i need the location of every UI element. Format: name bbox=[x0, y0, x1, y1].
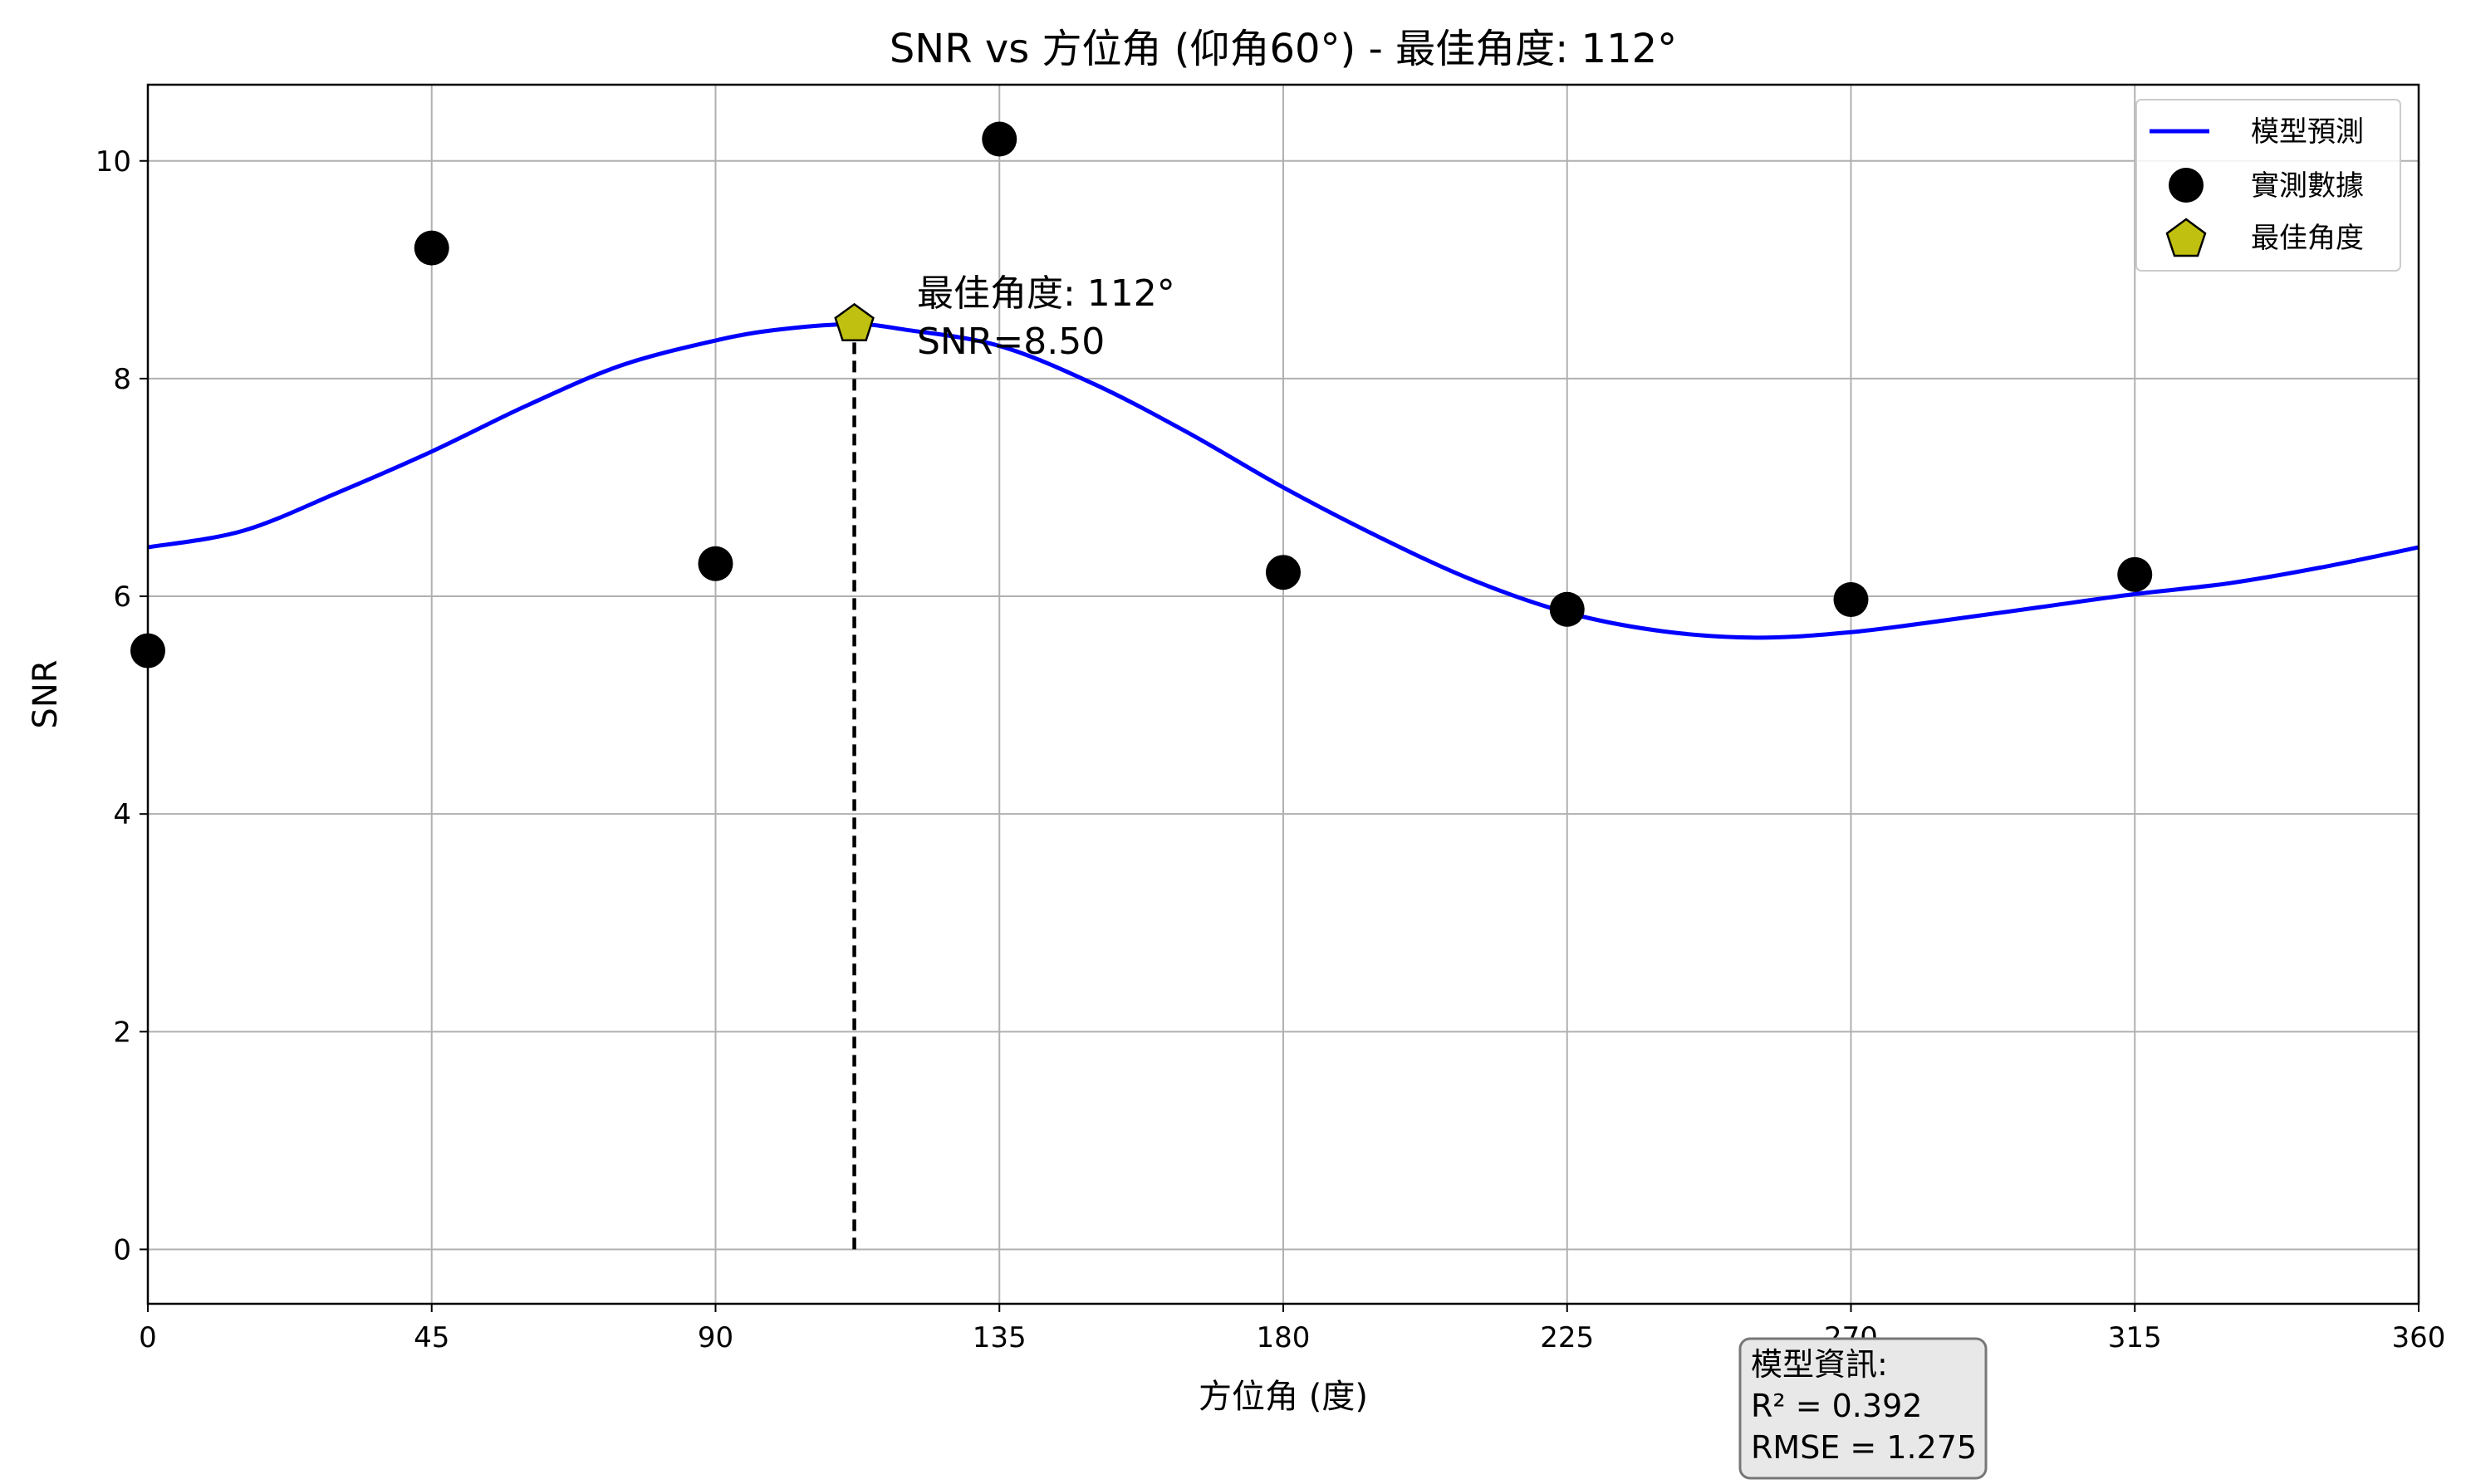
info-box-line2: R² = 0.392 bbox=[1751, 1388, 1922, 1424]
legend-label-best: 最佳角度 bbox=[2251, 222, 2364, 255]
legend-label-model: 模型預測 bbox=[2251, 115, 2364, 149]
measured-point bbox=[414, 230, 449, 266]
info-box-line3: RMSE = 1.275 bbox=[1751, 1429, 1977, 1466]
chart-title: SNR vs 方位角 (仰角60°) - 最佳角度: 112° bbox=[890, 26, 1677, 72]
legend: 模型預測 實測數據 最佳角度 bbox=[2135, 99, 2401, 272]
legend-pentagon-swatch bbox=[2165, 218, 2207, 257]
measured-point bbox=[2117, 556, 2153, 592]
measured-point bbox=[982, 121, 1017, 157]
y-tick-label: 10 bbox=[96, 145, 131, 179]
x-tick-label: 180 bbox=[1257, 1321, 1311, 1354]
x-tick-label: 0 bbox=[139, 1321, 157, 1354]
best-angle-annotation-line1: 最佳角度: 112° bbox=[917, 272, 1175, 315]
y-tick-label: 0 bbox=[113, 1233, 131, 1266]
x-tick-label: 360 bbox=[2392, 1321, 2446, 1354]
legend-label-measured: 實測數據 bbox=[2251, 169, 2364, 203]
x-axis-label: 方位角 (度) bbox=[1199, 1378, 1368, 1416]
model-line-group bbox=[147, 321, 2419, 640]
x-ticks: 04590135180225270315360 bbox=[139, 1304, 2445, 1354]
info-box-background bbox=[1738, 1337, 1988, 1480]
x-tick-label: 135 bbox=[973, 1321, 1027, 1354]
x-tick-label: 315 bbox=[2108, 1321, 2162, 1354]
y-tick-label: 2 bbox=[113, 1016, 131, 1049]
measured-point bbox=[1833, 581, 1869, 617]
model-info-box: 模型資訊: R² = 0.392 RMSE = 1.275 bbox=[1738, 1337, 1988, 1480]
model-prediction-line bbox=[147, 321, 2419, 640]
measured-point bbox=[1266, 555, 1301, 590]
x-tick-label: 45 bbox=[414, 1321, 449, 1354]
y-tick-label: 4 bbox=[113, 798, 131, 831]
x-tick-label: 225 bbox=[1540, 1321, 1594, 1354]
y-axis-label: SNR bbox=[27, 659, 65, 728]
info-box-line1: 模型資訊: bbox=[1751, 1346, 1888, 1383]
best-angle-marker bbox=[834, 302, 875, 342]
grid bbox=[147, 85, 2419, 1304]
y-tick-label: 6 bbox=[113, 580, 131, 614]
measured-point bbox=[698, 546, 733, 581]
data-points-group bbox=[130, 121, 2153, 669]
legend-box bbox=[2135, 99, 2401, 272]
measured-point bbox=[1549, 591, 1585, 627]
y-ticks: 0 2 4 6 8 10 bbox=[96, 145, 148, 1266]
best-angle-annotation-line2: SNR=8.50 bbox=[917, 321, 1105, 363]
best-marker-group bbox=[834, 302, 875, 342]
y-tick-label: 8 bbox=[113, 363, 131, 396]
x-tick-label: 90 bbox=[698, 1321, 733, 1354]
legend-point-swatch bbox=[2169, 168, 2204, 203]
